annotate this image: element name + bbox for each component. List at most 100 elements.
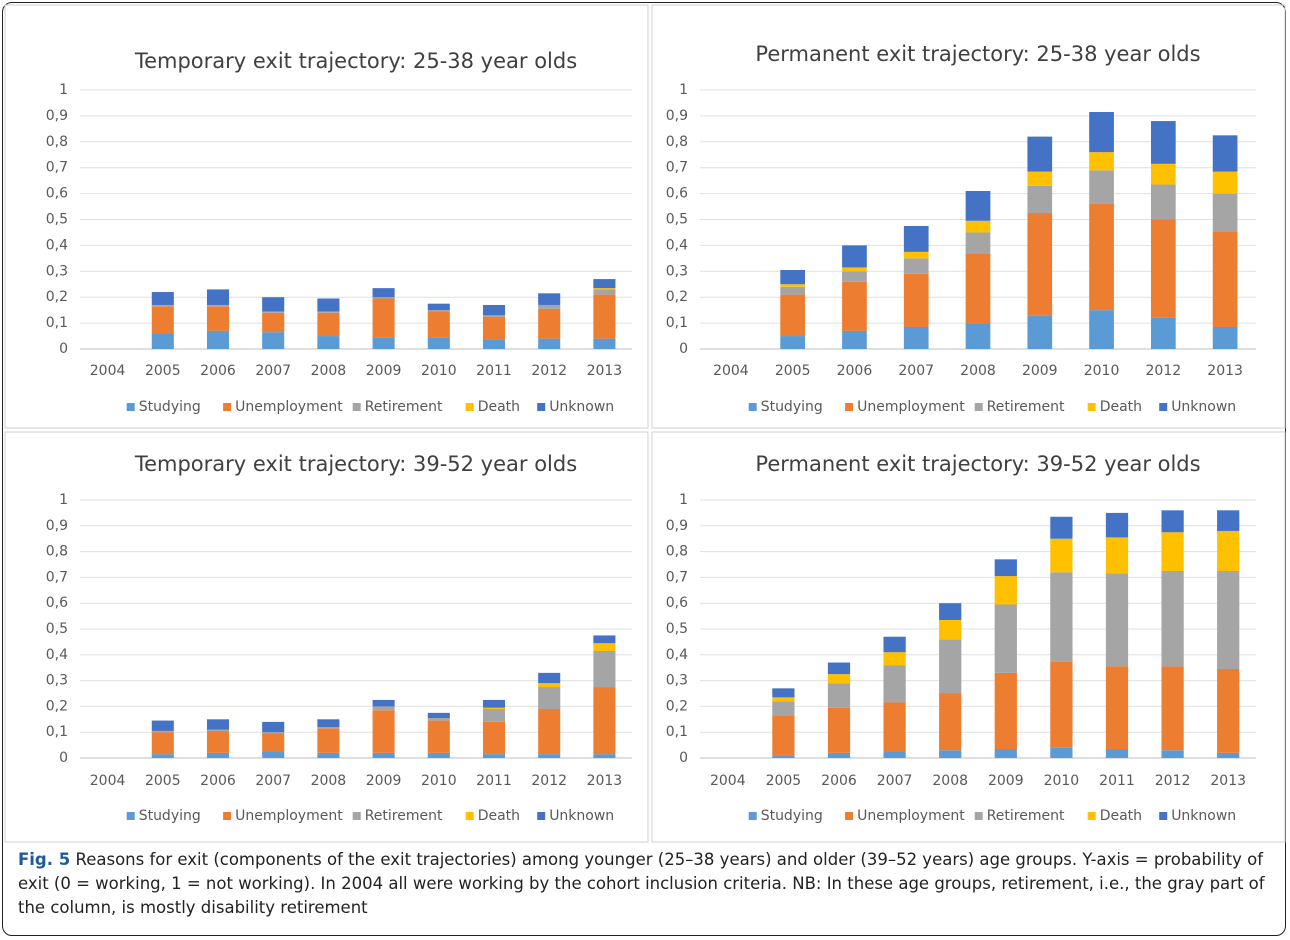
- bar-segment: [317, 298, 340, 312]
- bar-segment: [593, 643, 616, 651]
- x-tick-label: 2008: [960, 363, 996, 379]
- x-tick-label: 2009: [988, 773, 1024, 789]
- bar-segment: [372, 298, 395, 338]
- x-tick-label: 2004: [710, 773, 746, 789]
- bar-segment: [939, 693, 962, 751]
- bar-segment: [427, 311, 450, 338]
- x-tick-label: 2008: [311, 363, 347, 379]
- legend-label: Retirement: [365, 399, 443, 415]
- y-tick-label: 0,8: [46, 544, 68, 560]
- y-tick-label: 0,6: [666, 595, 688, 611]
- bar-segment: [772, 697, 795, 702]
- bar-segment: [206, 719, 230, 730]
- bar-segment: [206, 304, 230, 307]
- bar-segment: [427, 310, 450, 312]
- bar-segment: [1089, 310, 1114, 349]
- bar-segment: [262, 732, 285, 734]
- legend-swatch: [465, 812, 474, 820]
- y-tick-label: 0,9: [46, 108, 68, 124]
- bar-segment: [903, 258, 929, 274]
- legend-label: Studying: [761, 399, 823, 415]
- y-tick-label: 0,2: [666, 698, 688, 714]
- bar-segment: [538, 683, 561, 688]
- legend-label: Unemployment: [235, 399, 343, 415]
- legend-label: Retirement: [987, 808, 1065, 824]
- legend-label: Unemployment: [857, 399, 965, 415]
- legend-label: Death: [1100, 808, 1142, 824]
- legend-label: Unknown: [1171, 399, 1236, 415]
- y-tick-label: 0,1: [666, 724, 688, 740]
- bar-segment: [883, 702, 906, 752]
- y-tick-label: 0,6: [46, 186, 68, 202]
- x-tick-label: 2006: [200, 773, 236, 789]
- bar-segment: [262, 332, 285, 349]
- bar-segment: [538, 304, 561, 309]
- legend-swatch: [974, 403, 983, 411]
- bar-segment: [965, 191, 991, 221]
- bar-segment: [842, 330, 867, 349]
- bar-segment: [151, 732, 174, 755]
- bar-segment: [317, 728, 340, 753]
- bar-segment: [206, 330, 230, 349]
- bar-segment: [1212, 171, 1238, 194]
- y-tick-label: 0,7: [46, 160, 68, 176]
- bar-segment: [1027, 136, 1053, 172]
- bar-segment: [772, 755, 795, 758]
- x-tick-label: 2007: [255, 773, 291, 789]
- bar-segment: [482, 707, 506, 709]
- y-tick-label: 0,8: [666, 544, 688, 560]
- bar-segment: [903, 273, 929, 327]
- bar-segment: [1105, 537, 1129, 574]
- bar-segment: [206, 289, 230, 305]
- x-tick-label: 2004: [90, 773, 126, 789]
- panel-border: [4, 431, 649, 843]
- bar-segment: [372, 288, 395, 298]
- bar-segment: [939, 619, 962, 640]
- bar-segment: [780, 294, 806, 337]
- bar-segment: [151, 333, 174, 349]
- y-tick-label: 0,4: [666, 237, 688, 253]
- bar-segment: [593, 279, 616, 289]
- bar-segment: [1089, 112, 1114, 153]
- bar-segment: [538, 338, 561, 349]
- x-tick-label: 2008: [932, 773, 968, 789]
- bar-segment: [427, 720, 450, 753]
- bar-segment: [151, 730, 174, 733]
- x-tick-label: 2005: [766, 773, 802, 789]
- bar-segment: [262, 721, 285, 733]
- y-tick-label: 0,6: [666, 186, 688, 202]
- legend-label: Unknown: [549, 808, 614, 824]
- bar-segment: [482, 339, 506, 349]
- bar-segment: [939, 603, 962, 620]
- bar-segment: [482, 754, 506, 758]
- bar-segment: [372, 699, 395, 707]
- bar-segment: [1050, 538, 1073, 573]
- y-tick-label: 0,5: [46, 212, 68, 228]
- legend-swatch: [537, 812, 546, 820]
- x-tick-label: 2012: [531, 773, 567, 789]
- caption: Fig. 5 Reasons for exit (components of t…: [18, 848, 1280, 920]
- x-tick-label: 2013: [1207, 363, 1243, 379]
- bar-segment: [1089, 170, 1114, 204]
- y-tick-label: 0,1: [46, 315, 68, 331]
- bar-segment: [372, 752, 395, 758]
- legend-label: Death: [478, 808, 520, 824]
- x-tick-label: 2012: [1146, 363, 1182, 379]
- bar-segment: [593, 650, 616, 688]
- y-tick-label: 0: [679, 341, 688, 357]
- charts: Temporary exit trajectory: 25-38 year ol…: [4, 4, 1286, 843]
- legend-swatch: [748, 812, 757, 820]
- y-tick-label: 0,9: [46, 518, 68, 534]
- bar-segment: [883, 751, 906, 758]
- legend-swatch: [352, 403, 361, 411]
- bar-segment: [1161, 532, 1184, 571]
- bar-segment: [965, 220, 991, 233]
- bar-segment: [1050, 516, 1073, 539]
- y-tick-label: 0,5: [46, 621, 68, 637]
- x-tick-label: 2011: [476, 363, 512, 379]
- bar-segment: [994, 604, 1017, 673]
- legend-swatch: [126, 403, 135, 411]
- bar-segment: [372, 710, 395, 753]
- bar-segment: [593, 289, 616, 295]
- bar-segment: [994, 576, 1017, 605]
